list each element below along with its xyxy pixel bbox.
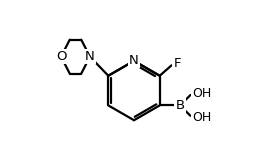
Text: B: B	[176, 99, 185, 112]
Text: N: N	[129, 54, 139, 67]
Text: OH: OH	[192, 87, 211, 100]
Text: F: F	[173, 57, 181, 70]
Text: O: O	[56, 50, 66, 63]
Text: OH: OH	[192, 111, 211, 124]
Text: N: N	[85, 50, 95, 63]
